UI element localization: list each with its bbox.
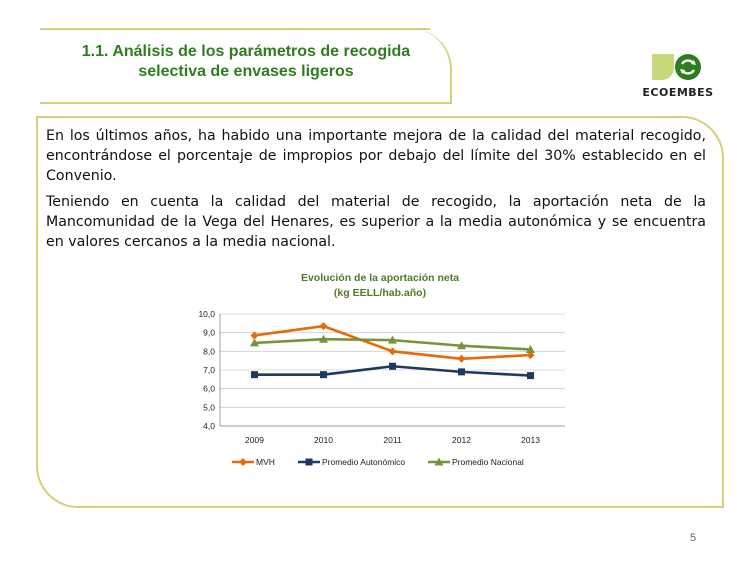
data-point — [458, 368, 465, 376]
y-tick-label: 5,0 — [203, 402, 215, 412]
legend-item: Promedio Nacional — [428, 457, 524, 467]
y-tick-label: 7,0 — [203, 365, 215, 375]
y-tick-label: 4,0 — [203, 421, 215, 431]
data-point — [319, 334, 328, 343]
data-point — [526, 351, 535, 360]
legend-marker — [434, 457, 444, 466]
legend-label: Promedio Autonómico — [322, 457, 405, 467]
y-axis-ticks: 4,0 5,0 6,0 7,0 8,0 9,0 10,0 — [198, 309, 215, 431]
paragraph-2: Teniendo en cuenta la calidad del materi… — [46, 194, 706, 250]
data-point — [388, 347, 397, 356]
title-line-1: 1.1. Análisis de los parámetros de recog… — [81, 43, 411, 60]
data-point — [457, 341, 466, 350]
x-tick-label: 2012 — [452, 435, 471, 445]
page-number: 5 — [690, 532, 697, 544]
y-tick-label: 10,0 — [198, 309, 215, 319]
data-point — [526, 344, 535, 353]
series-promedio-nacional — [250, 334, 535, 353]
data-point — [389, 362, 396, 370]
series-mvh — [250, 322, 535, 363]
chart-title: Evolución de la aportación neta — [301, 272, 459, 284]
title-line-2: selectiva de envases ligeros — [138, 63, 354, 80]
legend-marker — [305, 458, 313, 466]
logo-text: ECOEMBES — [642, 86, 714, 99]
y-tick-label: 8,0 — [203, 346, 215, 356]
title-frame — [40, 28, 452, 104]
legend-label: MVH — [256, 457, 275, 467]
data-point — [319, 322, 328, 331]
ecoembes-logo — [652, 54, 701, 80]
paragraph-1: En los últimos años, ha habido una impor… — [46, 128, 706, 184]
line-chart: Evolución de la aportación neta (kg EELL… — [198, 272, 565, 467]
x-tick-label: 2009 — [245, 435, 264, 445]
content-frame — [36, 116, 724, 508]
series-promedio-autonómico — [251, 362, 534, 380]
legend-label: Promedio Nacional — [452, 457, 524, 467]
x-tick-label: 2010 — [314, 435, 333, 445]
chart-subtitle: (kg EELL/hab.año) — [334, 287, 426, 299]
x-axis-ticks: 2009 2010 2011 2012 2013 — [245, 435, 540, 445]
x-tick-label: 2013 — [521, 435, 540, 445]
x-tick-label: 2011 — [383, 435, 402, 445]
chart-legend: MVH Promedio Autonómico Promedio Nacional — [232, 457, 524, 467]
legend-item: Promedio Autonómico — [298, 457, 405, 467]
data-point — [457, 354, 466, 363]
data-point — [250, 331, 259, 340]
data-point — [527, 372, 534, 380]
chart-series — [250, 322, 535, 380]
legend-marker — [239, 458, 247, 466]
data-point — [250, 338, 259, 347]
y-tick-label: 6,0 — [203, 384, 215, 394]
y-tick-label: 9,0 — [203, 328, 215, 338]
page-title: 1.1. Análisis de los parámetros de recog… — [40, 42, 452, 82]
data-point — [320, 371, 327, 379]
data-point — [388, 335, 397, 344]
legend-item: MVH — [232, 457, 275, 467]
data-point — [251, 371, 258, 379]
chart-grid — [219, 313, 565, 427]
